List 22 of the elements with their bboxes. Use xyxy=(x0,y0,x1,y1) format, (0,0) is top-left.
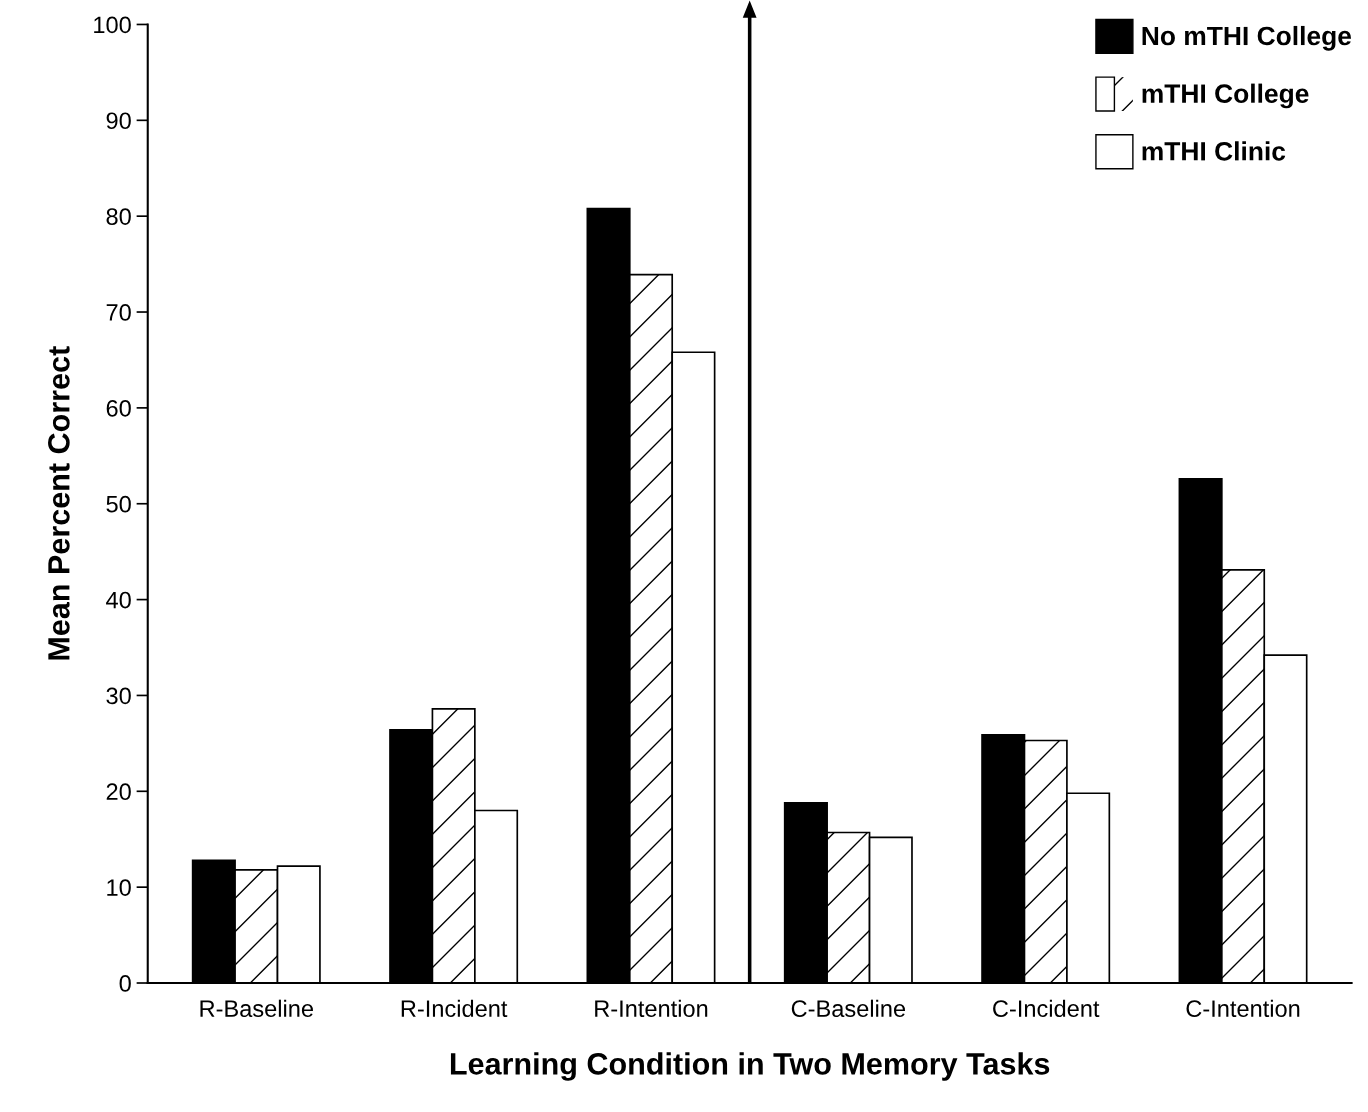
x-tick-label: C-Intention xyxy=(1186,999,1300,1018)
y-tick-label: 40 xyxy=(106,591,131,609)
legend-label: mTHI College xyxy=(1142,83,1309,109)
y-tick-label: 80 xyxy=(106,208,131,225)
x-tick-label: C-Incident xyxy=(993,999,1100,1018)
y-tick-label: 90 xyxy=(106,112,131,130)
y-tick-label: 0 xyxy=(119,975,131,992)
x-tick-label: C-Baseline xyxy=(791,999,906,1018)
x-axis-title: Learning Condition in Two Memory Tasks xyxy=(450,1052,1050,1081)
y-tick-label: 20 xyxy=(106,783,131,801)
legend-label: No mTHI College xyxy=(1142,25,1352,51)
y-tick-label: 50 xyxy=(106,495,131,513)
y-tick-label: 100 xyxy=(94,16,131,34)
y-axis-title: Mean Percent Correct xyxy=(48,346,70,660)
y-tick-label: 30 xyxy=(106,687,131,705)
x-tick-label: R-Incident xyxy=(401,999,508,1018)
y-tick-label: 60 xyxy=(106,399,131,417)
legend-label: mTHI Clinic xyxy=(1142,141,1286,161)
x-tick-label: R-Intention xyxy=(595,999,708,1018)
y-tick-label: 10 xyxy=(107,879,131,896)
x-tick-label: R-Baseline xyxy=(200,999,313,1018)
y-tick-label: 70 xyxy=(106,304,131,321)
